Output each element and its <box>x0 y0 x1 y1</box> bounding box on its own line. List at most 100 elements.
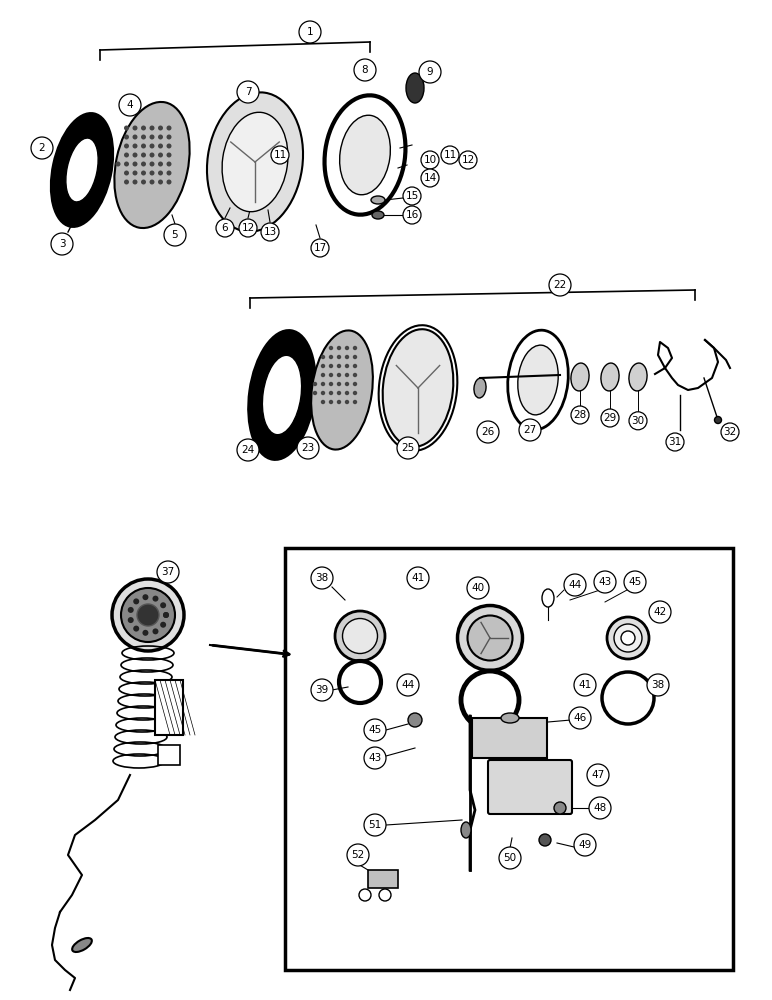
Bar <box>368 870 398 888</box>
Circle shape <box>297 437 319 459</box>
Ellipse shape <box>461 822 471 838</box>
Circle shape <box>150 170 154 176</box>
Circle shape <box>160 622 166 628</box>
Circle shape <box>133 180 137 184</box>
Circle shape <box>167 170 171 176</box>
Circle shape <box>153 628 158 634</box>
Circle shape <box>329 355 334 359</box>
Text: 23: 23 <box>301 443 315 453</box>
Circle shape <box>311 567 333 589</box>
Circle shape <box>594 571 616 593</box>
Circle shape <box>329 364 334 368</box>
Text: 5: 5 <box>171 230 178 240</box>
Ellipse shape <box>51 113 113 227</box>
Text: 47: 47 <box>591 770 604 780</box>
Circle shape <box>354 59 376 81</box>
Circle shape <box>353 373 357 377</box>
Circle shape <box>601 409 619 427</box>
Text: 42: 42 <box>653 607 667 617</box>
Text: 3: 3 <box>59 239 66 249</box>
Circle shape <box>337 355 341 359</box>
Text: 2: 2 <box>39 143 46 153</box>
Circle shape <box>133 143 137 148</box>
Circle shape <box>499 847 521 869</box>
Circle shape <box>167 143 171 148</box>
Circle shape <box>403 187 421 205</box>
Circle shape <box>134 598 139 604</box>
Text: 12: 12 <box>242 223 255 233</box>
Circle shape <box>587 764 609 786</box>
Circle shape <box>167 125 171 130</box>
Ellipse shape <box>571 363 589 391</box>
Circle shape <box>158 161 163 166</box>
Circle shape <box>31 137 53 159</box>
Text: 41: 41 <box>411 573 425 583</box>
Text: 7: 7 <box>245 87 252 97</box>
Ellipse shape <box>340 115 391 195</box>
Ellipse shape <box>554 802 566 814</box>
Circle shape <box>647 674 669 696</box>
Text: 45: 45 <box>628 577 642 587</box>
Circle shape <box>364 814 386 836</box>
Text: 26: 26 <box>482 427 495 437</box>
Circle shape <box>337 346 341 350</box>
Ellipse shape <box>601 363 619 391</box>
Circle shape <box>364 719 386 741</box>
Text: 27: 27 <box>523 425 537 435</box>
Text: 48: 48 <box>594 803 607 813</box>
Text: 46: 46 <box>574 713 587 723</box>
Text: 11: 11 <box>273 150 286 160</box>
Circle shape <box>150 161 154 166</box>
Text: 13: 13 <box>263 227 276 237</box>
Text: 8: 8 <box>362 65 368 75</box>
Circle shape <box>141 161 146 166</box>
Circle shape <box>364 747 386 769</box>
Ellipse shape <box>458 605 523 670</box>
Circle shape <box>124 170 129 176</box>
Ellipse shape <box>372 211 384 219</box>
Circle shape <box>345 391 349 395</box>
Ellipse shape <box>379 889 391 901</box>
Circle shape <box>119 94 141 116</box>
Text: 28: 28 <box>574 410 587 420</box>
Text: 44: 44 <box>568 580 581 590</box>
Ellipse shape <box>468 615 513 660</box>
Text: 4: 4 <box>127 100 134 110</box>
Circle shape <box>649 601 671 623</box>
Ellipse shape <box>607 617 649 659</box>
Circle shape <box>666 433 684 451</box>
Circle shape <box>261 223 279 241</box>
Circle shape <box>158 180 163 184</box>
Circle shape <box>163 612 169 618</box>
Circle shape <box>329 382 334 386</box>
Text: 6: 6 <box>222 223 229 233</box>
Text: 1: 1 <box>306 27 313 37</box>
Circle shape <box>127 617 134 623</box>
Circle shape <box>157 561 179 583</box>
Circle shape <box>569 707 591 729</box>
Circle shape <box>313 382 317 386</box>
Circle shape <box>150 180 154 184</box>
Ellipse shape <box>629 363 647 391</box>
Circle shape <box>299 21 321 43</box>
Circle shape <box>574 834 596 856</box>
Circle shape <box>353 382 357 386</box>
Circle shape <box>141 180 146 184</box>
Circle shape <box>459 151 477 169</box>
Circle shape <box>167 180 171 184</box>
Circle shape <box>321 364 325 368</box>
Text: 11: 11 <box>443 150 456 160</box>
Circle shape <box>163 612 169 618</box>
Circle shape <box>167 152 171 157</box>
Circle shape <box>564 574 586 596</box>
Text: 45: 45 <box>368 725 381 735</box>
Circle shape <box>216 219 234 237</box>
Circle shape <box>345 355 349 359</box>
Circle shape <box>353 391 357 395</box>
Circle shape <box>421 169 439 187</box>
Text: 43: 43 <box>368 753 381 763</box>
FancyBboxPatch shape <box>488 760 572 814</box>
Ellipse shape <box>222 112 288 212</box>
Ellipse shape <box>383 329 453 447</box>
Circle shape <box>321 400 325 404</box>
